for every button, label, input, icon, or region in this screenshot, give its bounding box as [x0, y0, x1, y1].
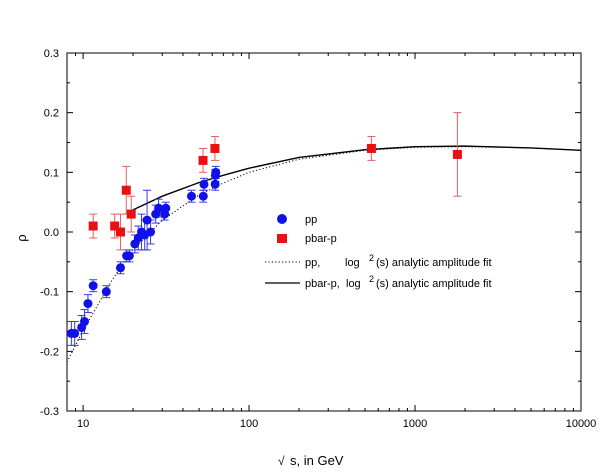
legend-label-pbar-p: pbar-p — [305, 233, 337, 245]
fit-curves — [66, 145, 582, 363]
data-point-pp — [142, 215, 152, 225]
data-point-pp — [83, 299, 93, 309]
x-tick-label: 1000 — [403, 418, 427, 430]
data-point-pp — [154, 203, 164, 213]
legend-label-pbar-p-fit: pbar-p, log 2 (s) analytic amplitude fit — [305, 274, 492, 290]
y-tick-label: -0.1 — [40, 287, 59, 299]
data-point-pp — [88, 281, 98, 291]
data-point-pbar-p — [115, 227, 125, 237]
x-axis-label-root: √ — [278, 454, 285, 468]
data-point-pp — [211, 167, 221, 177]
y-tick-label: -0.2 — [40, 346, 59, 358]
data-point-pbar-p — [198, 155, 208, 165]
y-tick-label: 0.2 — [44, 108, 59, 120]
data-point-pbar-p — [210, 143, 220, 153]
legend: pp pbar-p pp, log 2 (s) analytic amplitude … — [265, 214, 492, 290]
legend-label-pp-fit: pp, log 2 (s) analytic amplitude fit — [305, 253, 492, 269]
axis-ticks: 10 100 1000 10000 -0.3 -0.2 -0.1 0.0 0.1 0.2 0.3 — [40, 48, 596, 430]
x-axis-label-text: s, in GeV — [290, 453, 344, 468]
legend-marker-pbar-p — [277, 234, 287, 243]
data-point-pp — [198, 191, 208, 201]
data-point-pp — [80, 317, 90, 326]
x-tick-label: 10000 — [566, 418, 597, 430]
data-point-pp — [70, 328, 80, 338]
data-point-pbar-p — [121, 185, 131, 195]
y-tick-label: -0.3 — [40, 406, 59, 418]
x-tick-label: 10 — [77, 418, 89, 430]
data-point-pbar-p — [88, 221, 98, 231]
legend-label-pp: pp — [305, 214, 317, 226]
data-point-pp — [124, 251, 134, 261]
y-tick-label: 0.0 — [44, 227, 59, 239]
y-axis-label: ρ — [14, 234, 29, 241]
data-point-pbar-p — [126, 209, 136, 219]
data-point-pp — [161, 203, 171, 213]
data-markers — [66, 143, 462, 338]
fit-curve-pp — [66, 146, 582, 363]
x-tick-label: 100 — [240, 418, 258, 430]
data-point-pbar-p — [366, 143, 376, 153]
x-axis-label: √ s, in GeV — [278, 453, 344, 468]
data-point-pbar-p — [452, 149, 462, 159]
data-point-pp — [115, 263, 125, 273]
data-point-pp — [146, 227, 156, 237]
data-point-pp — [210, 179, 220, 189]
data-point-pp — [101, 287, 111, 297]
fit-curve-pbar-p — [132, 145, 582, 211]
legend-marker-pp — [277, 214, 287, 224]
data-point-pp — [199, 179, 209, 189]
data-point-pbar-p — [110, 221, 120, 231]
data-point-pp — [186, 191, 196, 201]
y-tick-label: 0.1 — [44, 167, 59, 179]
y-tick-label: 0.3 — [44, 48, 59, 60]
